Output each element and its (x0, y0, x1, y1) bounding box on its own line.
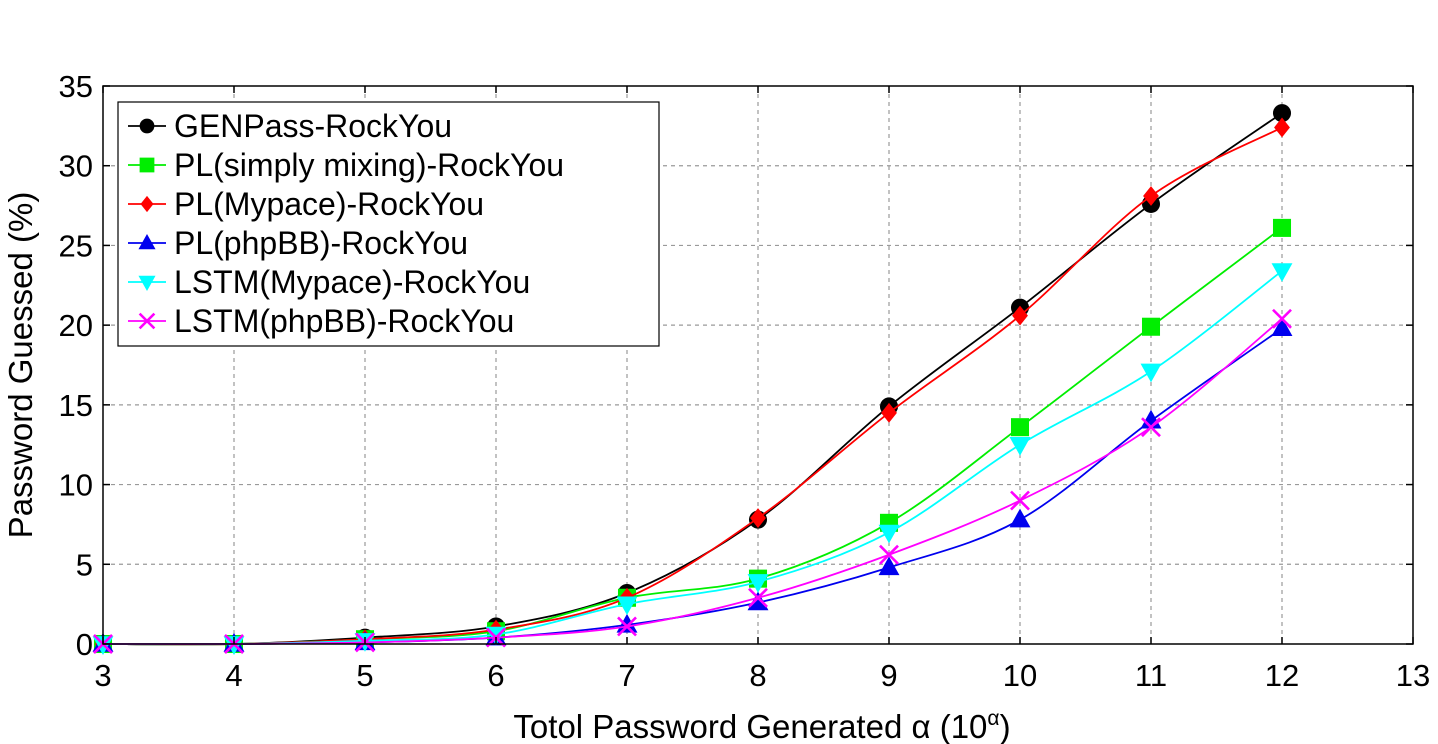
data-point (1274, 117, 1290, 138)
data-point (748, 587, 768, 608)
data-point (1009, 437, 1031, 456)
y-tick-label: 5 (76, 547, 93, 582)
data-point (878, 524, 900, 544)
data-point (747, 574, 769, 593)
x-tick-label: 13 (1396, 658, 1430, 693)
series-lines (92, 104, 1293, 655)
legend-marker (138, 312, 156, 330)
data-point (1140, 363, 1162, 383)
data-point (1272, 104, 1292, 123)
data-point (1010, 490, 1030, 511)
legend-item: LSTM(phpBB)-RockYou (128, 303, 514, 339)
data-point (750, 508, 766, 528)
data-point (1272, 218, 1292, 237)
legend-marker (139, 118, 155, 134)
y-axis-label: Password Guessed (%) (2, 192, 39, 539)
legend-label: PL(simply mixing)-RockYou (174, 147, 564, 183)
legend-item: GENPass-RockYou (128, 108, 452, 144)
legend-item: PL(phpBB)-RockYou (128, 225, 468, 261)
legend-item: PL(Mypace)-RockYou (128, 186, 484, 222)
series-line (102, 318, 1283, 646)
data-point (747, 591, 769, 611)
data-point (616, 596, 638, 616)
legend-item: LSTM(Mypace)-RockYou (128, 264, 530, 300)
x-axis-label-end: ) (1000, 708, 1011, 744)
y-tick-label: 35 (59, 69, 93, 104)
legend-label: PL(phpBB)-RockYou (174, 225, 468, 261)
data-point (879, 544, 899, 565)
data-point (1141, 417, 1161, 438)
legend-marker (140, 195, 154, 213)
data-point (1010, 418, 1030, 437)
y-tick-label: 10 (59, 468, 93, 503)
data-point (617, 616, 637, 637)
series-LSTM(phpBB)-RockYou (93, 308, 1292, 654)
legend-box (117, 101, 660, 347)
x-tick-label: 7 (618, 658, 635, 693)
data-point (1271, 263, 1293, 282)
y-tick-label: 20 (59, 308, 93, 343)
data-point (1141, 317, 1161, 336)
data-point (1272, 308, 1292, 329)
data-point (881, 402, 897, 423)
x-tick-label: 8 (749, 658, 766, 693)
legend-marker (138, 234, 156, 250)
data-point (1009, 508, 1031, 528)
x-tick-label: 10 (1003, 658, 1037, 693)
legend-label: LSTM(phpBB)-RockYou (174, 303, 514, 339)
y-tick-label: 25 (59, 228, 93, 263)
x-tick-label: 6 (487, 658, 504, 693)
legend-label: GENPass-RockYou (174, 108, 452, 144)
legend-marker (139, 157, 155, 173)
x-tick-label: 3 (94, 658, 111, 693)
axis-ticks: 3 4 5 6 7 8 9 10 11 12 13 0 5 10 15 20 25 30 35 (59, 69, 1431, 693)
x-tick-label: 5 (356, 658, 373, 693)
legend-label: LSTM(Mypace)-RockYou (174, 264, 530, 300)
y-tick-label: 30 (59, 149, 93, 184)
x-axis-label-superscript: α (987, 707, 999, 730)
x-tick-label: 11 (1135, 658, 1167, 693)
series-line (102, 327, 1283, 646)
x-axis-label: Totol Password Generated α (10α) (513, 707, 1010, 744)
legend-label: PL(Mypace)-RockYou (174, 186, 484, 222)
y-tick-label: 15 (59, 388, 93, 423)
legend-item: PL(simply mixing)-RockYou (128, 147, 564, 183)
data-point (1271, 317, 1293, 337)
x-tick-label: 12 (1265, 658, 1299, 693)
x-tick-label: 9 (880, 658, 897, 693)
x-tick-label: 4 (225, 658, 242, 693)
data-point (878, 556, 900, 576)
legend-marker (138, 275, 156, 291)
data-point (1012, 305, 1028, 326)
data-point (1143, 186, 1159, 206)
y-tick-label: 0 (76, 627, 93, 662)
